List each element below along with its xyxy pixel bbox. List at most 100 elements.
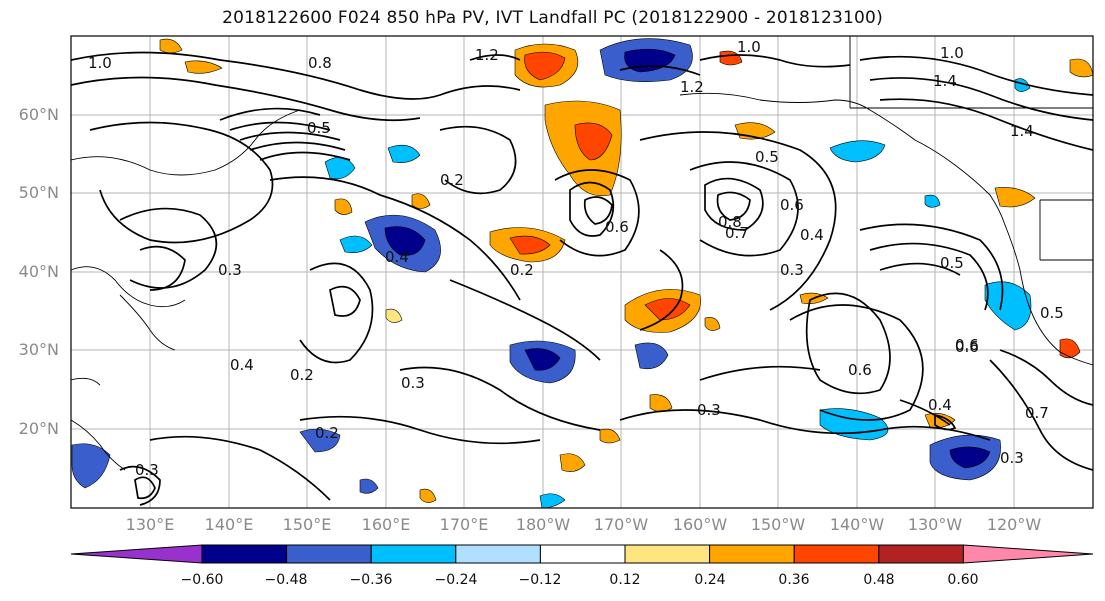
contour-label: 1.0 — [737, 38, 761, 56]
colorbar-tick-label: 0.48 — [863, 572, 895, 588]
positive-patch — [994, 187, 1036, 208]
contour-label: 1.0 — [940, 44, 964, 62]
lon-label: 170°E — [439, 515, 489, 534]
contour-label: 0.2 — [510, 261, 534, 279]
contour-label: 0.5 — [1040, 304, 1064, 322]
positive-core — [509, 235, 551, 255]
map-frame — [70, 35, 1094, 509]
lon-label: 150°W — [750, 515, 806, 534]
colorbar-bin — [624, 544, 711, 564]
lon-label: 150°E — [282, 515, 332, 534]
negative-patch — [359, 478, 379, 494]
colorbar-bin — [709, 544, 795, 564]
lat-label: 60°N — [18, 105, 59, 124]
colorbar-tick-label: −0.48 — [264, 572, 308, 588]
negative-core — [524, 348, 561, 371]
negative-patch — [829, 140, 886, 163]
contour-label: 0.5 — [307, 119, 331, 137]
positive-patch — [159, 38, 183, 54]
negative-patch — [339, 235, 373, 253]
lon-label: 160°E — [361, 515, 411, 534]
colorbar-extend-min — [70, 544, 203, 564]
positive-core — [524, 51, 566, 81]
positive-patch — [649, 394, 673, 412]
negative-patch — [1014, 78, 1031, 92]
positive-patch — [184, 60, 223, 74]
coastlines — [71, 36, 1093, 471]
colorbar-tick-label: 0.60 — [947, 572, 979, 588]
positive-patch — [385, 308, 403, 323]
colorbar-bin — [201, 544, 288, 564]
colorbar-bin — [455, 544, 541, 564]
contour-label: 0.6 — [955, 336, 979, 354]
contour-label: 0.8 — [718, 213, 742, 231]
contour-label: 0.7 — [725, 224, 749, 242]
contour-label: 0.4 — [928, 396, 952, 414]
negative-patch — [387, 144, 421, 163]
contour-label: 0.4 — [800, 226, 824, 244]
lon-label: 140°W — [829, 515, 885, 534]
colorbar-bin — [370, 544, 457, 564]
colorbar-bin — [793, 544, 880, 564]
contour-label: 0.3 — [218, 261, 242, 279]
positive-patch — [704, 317, 721, 331]
contour-label: 1.4 — [1010, 122, 1034, 140]
negative-patch — [324, 156, 356, 180]
lon-label: 160°W — [672, 515, 728, 534]
pv-contours — [71, 51, 1093, 506]
lon-label: 130°E — [125, 515, 175, 534]
contour-label: 1.2 — [680, 78, 704, 96]
lon-label: 140°E — [204, 515, 254, 534]
colorbar-tick-label: −0.24 — [434, 572, 478, 588]
positive-patch — [599, 428, 621, 444]
positive-core — [574, 122, 613, 161]
colorbar-tick-label: −0.36 — [349, 572, 393, 588]
negative-patch — [924, 194, 941, 208]
lon-label: 130°W — [907, 515, 963, 534]
colorbar-extend-max — [962, 544, 1094, 564]
colorbar-bin — [878, 544, 964, 564]
positive-patch — [1059, 338, 1081, 359]
colorbar-tick-label: −0.60 — [180, 572, 224, 588]
contour-label: 1.4 — [933, 72, 957, 90]
lat-label: 40°N — [18, 262, 59, 281]
contour-label: 0.3 — [135, 461, 159, 479]
colorbar-bin — [539, 544, 626, 564]
contour-label: 0.5 — [940, 254, 964, 272]
negative-core — [949, 446, 991, 469]
negative-patch — [299, 428, 341, 453]
lon-label: 120°W — [986, 515, 1042, 534]
contour-label: 0.6 — [848, 361, 872, 379]
colorbar-tick-label: −0.12 — [518, 572, 562, 588]
contour-label: 0.2 — [290, 366, 314, 384]
positive-patch — [334, 198, 353, 215]
contour-label: 0.5 — [755, 148, 779, 166]
negative-core — [384, 226, 426, 256]
lat-label: 50°N — [18, 183, 59, 202]
lon-label: 180°W — [515, 515, 571, 534]
contour-label: 0.6 — [955, 338, 979, 356]
anomaly-fills — [71, 38, 1093, 508]
negative-patch — [984, 281, 1032, 331]
contour-label: 0.8 — [308, 54, 332, 72]
negative-patch — [634, 342, 669, 369]
contour-label: 1.0 — [88, 54, 112, 72]
lon-label: 170°W — [593, 515, 649, 534]
contour-label: 0.6 — [605, 218, 629, 236]
contour-label: 0.4 — [230, 356, 254, 374]
colorbar-tick-label: 0.12 — [609, 572, 641, 588]
contour-label: 0.3 — [1000, 449, 1024, 467]
colorbar — [70, 544, 1094, 564]
positive-patch — [559, 453, 586, 472]
colorbar-tick-label: 0.36 — [778, 572, 810, 588]
contour-label: 0.3 — [780, 261, 804, 279]
contour-label: 0.3 — [697, 401, 721, 419]
colorbar-tick-label: 0.24 — [694, 572, 726, 588]
contour-label: 0.2 — [440, 171, 464, 189]
map-title: 2018122600 F024 850 hPa PV, IVT Landfall… — [222, 8, 883, 28]
contour-label: 0.2 — [315, 424, 339, 442]
negative-patch — [71, 443, 111, 489]
contour-label: 0.6 — [780, 196, 804, 214]
colorbar-bin — [286, 544, 372, 564]
